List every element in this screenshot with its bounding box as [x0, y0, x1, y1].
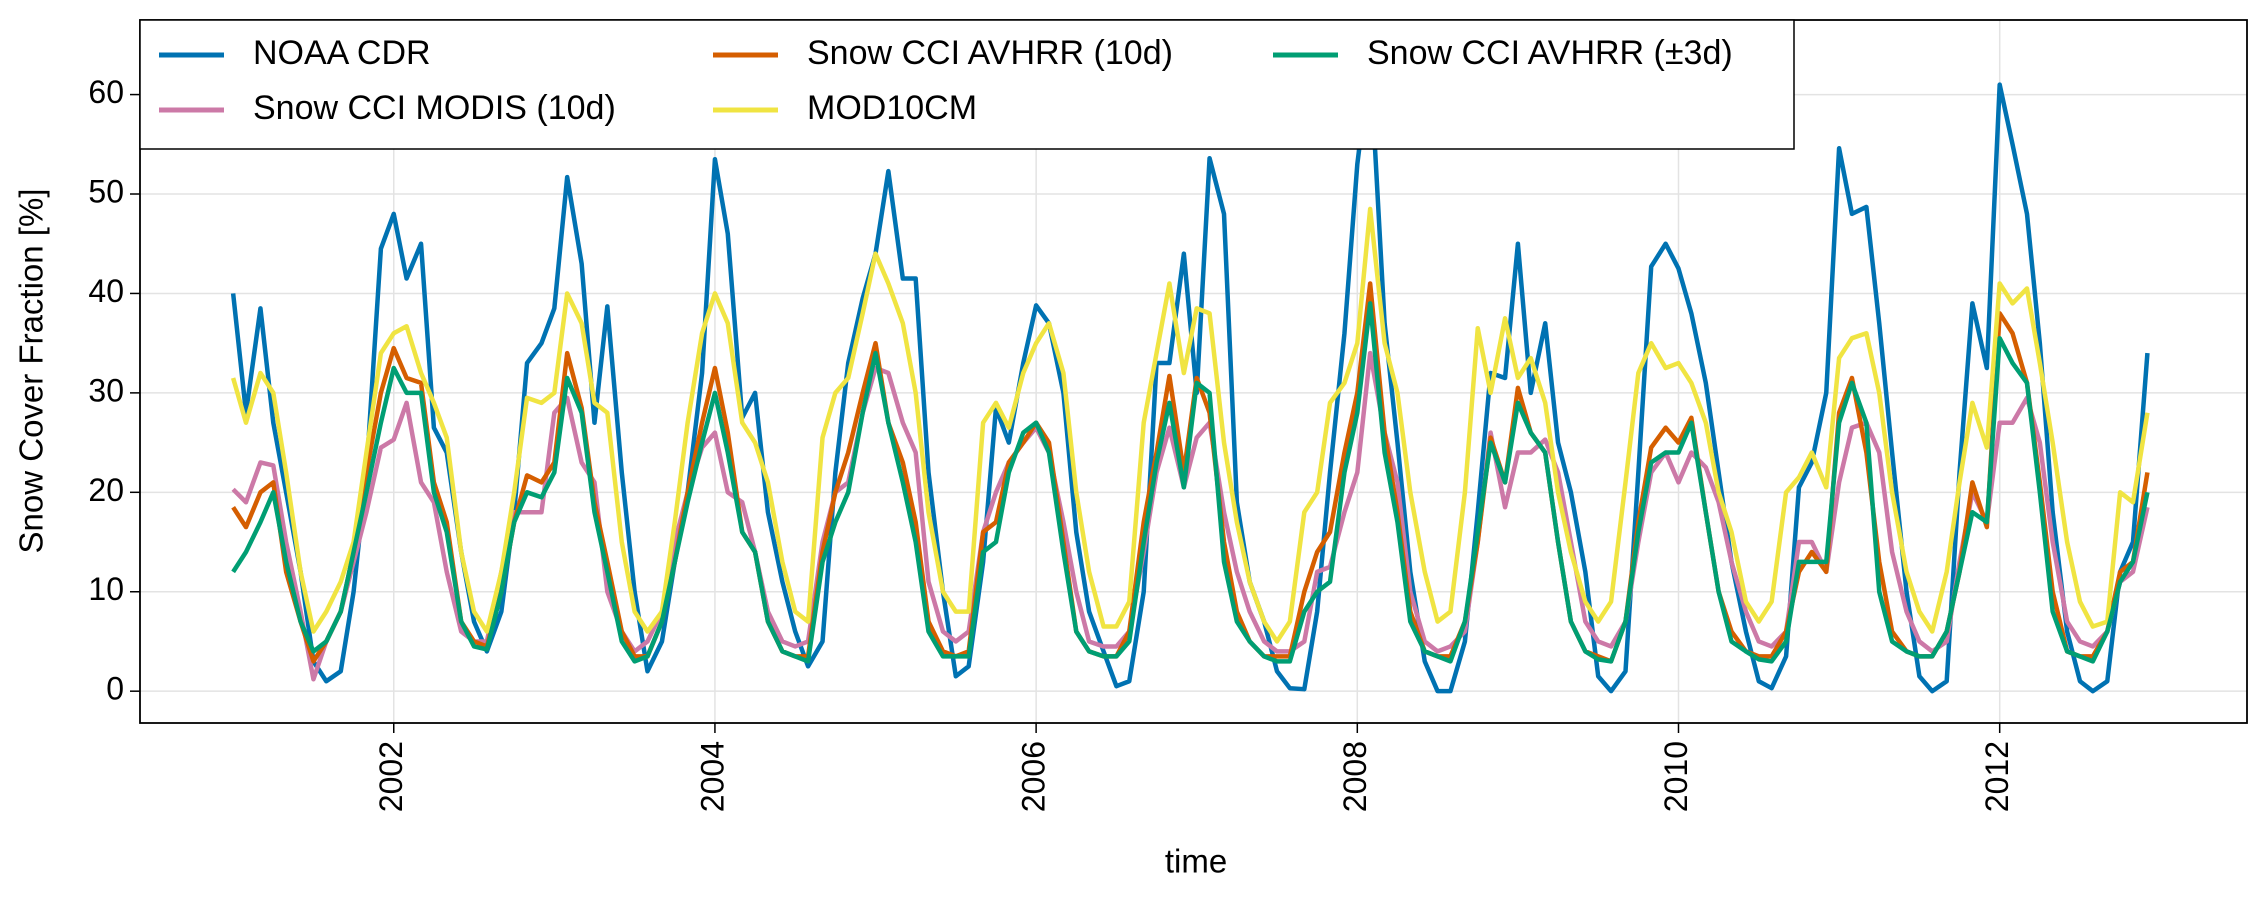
y-tick-label: 0: [106, 671, 124, 707]
legend-label: Snow CCI AVHRR (10d): [807, 34, 1173, 72]
legend-label: Snow CCI AVHRR (±3d): [1367, 34, 1733, 72]
y-tick-label: 60: [88, 74, 124, 110]
series-line: [231, 301, 2150, 664]
legend-label: Snow CCI MODIS (10d): [253, 89, 616, 127]
axes: 0 10 20 30 40 50 60 2002 2004 2006 2008 2010 2012: [88, 19, 2248, 812]
x-tick-label: 2002: [373, 741, 409, 812]
x-tick-label: 2006: [1016, 741, 1052, 812]
legend: NOAA CDR Snow CCI MODIS (10d) Snow CCI AVH…: [139, 19, 1795, 150]
x-tick-label: 2004: [694, 741, 730, 812]
y-tick-label: 20: [88, 472, 124, 508]
lines: [230, 57, 2150, 694]
y-axis-label: Snow Cover Fraction [%]: [13, 189, 50, 554]
y-tick-label: 50: [88, 173, 124, 209]
x-tick-label: 2010: [1658, 741, 1694, 812]
series-line: [230, 206, 2150, 644]
legend-label: NOAA CDR: [253, 34, 431, 72]
y-tick-label: 30: [88, 372, 124, 408]
y-tick-label: 40: [88, 273, 124, 309]
series-line: [230, 57, 2150, 694]
y-tick-label: 10: [88, 571, 124, 607]
x-axis-label: time: [1165, 843, 1227, 880]
x-tick-label: 2012: [1979, 741, 2015, 812]
legend-label: MOD10CM: [807, 89, 977, 127]
x-tick-label: 2008: [1337, 741, 1373, 812]
legend-box: [139, 19, 1795, 150]
